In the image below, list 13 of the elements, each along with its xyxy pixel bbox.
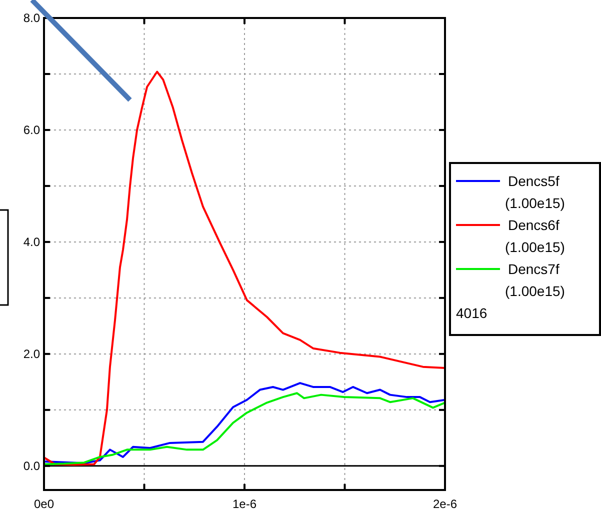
y-tick-label: 8.0 [23, 11, 40, 25]
x-tick-label: 2e-6 [432, 497, 458, 511]
y-tick-label: 6.0 [23, 122, 40, 137]
y-tick-label: 2.0 [23, 346, 40, 361]
x-tick-label: 1e-6 [232, 497, 257, 511]
y-tick-label: 4.0 [23, 234, 40, 249]
legend-label: Dencs5f (1.00e15) [505, 173, 565, 211]
x-tick-label: 0e0 [34, 497, 54, 511]
legend-label: Dencs7f (1.00e15) [505, 261, 565, 299]
legend-label: Dencs6f (1.00e15) [505, 217, 565, 255]
y-tick-label: 0.0 [23, 458, 40, 473]
text: 4016 [456, 305, 488, 321]
line-series [44, 70, 445, 466]
